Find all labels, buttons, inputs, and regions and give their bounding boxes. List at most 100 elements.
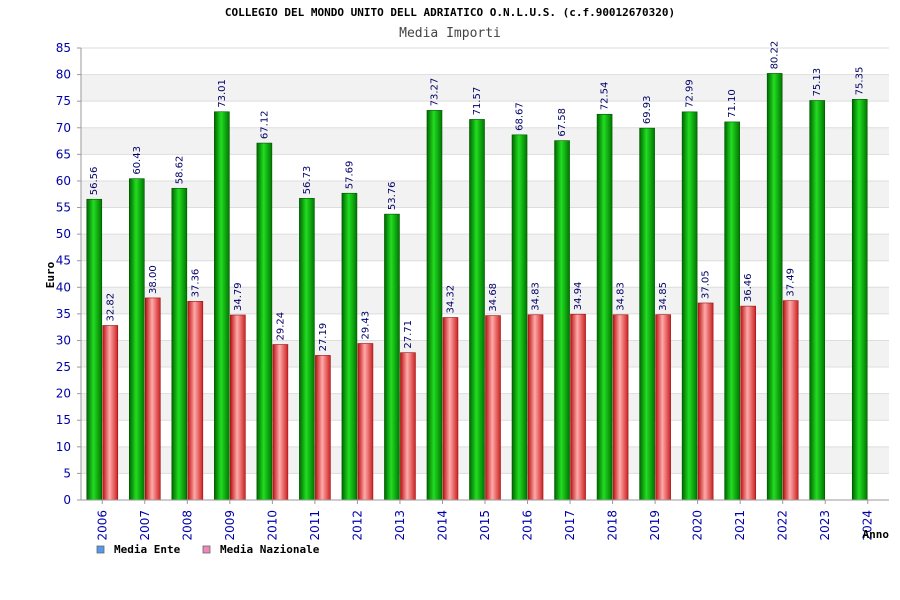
- x-tick-label: 2014: [435, 510, 449, 541]
- legend: Media Ente Media Nazionale: [96, 543, 320, 556]
- data-label: 58.62: [174, 156, 185, 185]
- x-tick-label: 2013: [393, 510, 407, 541]
- bar-media-nazionale: [655, 314, 671, 501]
- bar-media-nazionale: [357, 343, 374, 501]
- y-tick-label: 25: [56, 360, 71, 374]
- x-tick-label: 2018: [606, 510, 620, 541]
- data-label: 57.69: [344, 161, 355, 190]
- bar-media-ente: [128, 178, 145, 501]
- bar-media-nazionale: [230, 314, 246, 501]
- y-tick-label: 65: [56, 147, 71, 161]
- bar-media-nazionale: [697, 302, 714, 501]
- y-tick-label: 0: [63, 493, 71, 507]
- bar-media-nazionale: [782, 300, 799, 501]
- bar-media-nazionale: [485, 315, 501, 501]
- data-label: 71.10: [727, 89, 738, 118]
- bar-media-ente: [554, 140, 570, 501]
- data-label: 80.22: [770, 41, 781, 70]
- data-label: 27.19: [318, 323, 329, 352]
- bar-media-nazionale: [144, 297, 161, 501]
- y-tick-label: 5: [63, 466, 71, 480]
- bar-media-nazionale: [442, 317, 459, 501]
- legend-swatch-media-nazionale: [202, 545, 211, 554]
- x-tick-label: 2006: [95, 510, 109, 541]
- data-label: 71.57: [472, 87, 483, 116]
- bar-media-ente: [426, 110, 443, 501]
- data-label: 73.01: [217, 79, 228, 108]
- bar-media-nazionale: [272, 344, 289, 501]
- x-tick-label: 2007: [138, 510, 152, 541]
- bar-media-ente: [256, 142, 273, 501]
- data-label: 34.94: [573, 282, 584, 311]
- bar-media-ente: [299, 198, 315, 501]
- data-label: 68.67: [515, 102, 526, 131]
- data-label: 34.85: [658, 282, 669, 311]
- data-label: 69.93: [642, 95, 653, 124]
- y-tick-label: 35: [56, 307, 71, 321]
- x-tick-label: 2012: [350, 510, 364, 541]
- legend-label-media-ente: Media Ente: [114, 543, 181, 556]
- y-tick-label: 75: [56, 94, 71, 108]
- data-label: 34.68: [488, 283, 499, 312]
- bar-media-ente: [724, 121, 740, 501]
- x-axis-ticks: 2006 2007 2008 2009 2010 2011 2012 2013 2014 2015…: [95, 500, 875, 541]
- x-tick-label: 2023: [818, 510, 832, 541]
- data-label: 53.76: [387, 181, 398, 210]
- data-label: 27.71: [403, 320, 414, 349]
- x-tick-label: 2024: [861, 510, 875, 541]
- bar-media-ente: [851, 99, 868, 501]
- x-tick-label: 2010: [265, 510, 279, 541]
- x-tick-label: 2017: [563, 510, 577, 541]
- data-labels: 56.56 32.82 60.43 38.00 58.62 37.36 73.01 34.79…: [89, 41, 865, 352]
- y-axis-label: Euro: [44, 261, 57, 288]
- x-tick-label: 2016: [521, 510, 535, 541]
- bar-media-ente: [384, 213, 400, 501]
- bar-media-nazionale: [400, 352, 416, 501]
- bar-media-nazionale: [570, 313, 586, 501]
- legend-label-media-nazionale: Media Nazionale: [220, 543, 320, 556]
- data-label: 36.46: [743, 273, 754, 302]
- x-tick-label: 2022: [776, 510, 790, 541]
- y-tick-label: 85: [56, 41, 71, 55]
- data-label: 37.05: [701, 270, 712, 299]
- legend-swatch-media-ente: [96, 545, 105, 554]
- x-tick-label: 2009: [223, 510, 237, 541]
- data-label: 73.27: [429, 78, 440, 107]
- data-label: 67.58: [557, 108, 568, 137]
- bar-media-ente: [341, 192, 358, 501]
- bar-media-ente: [469, 119, 485, 501]
- data-label: 34.83: [531, 282, 542, 311]
- x-axis-label: Anno: [863, 528, 890, 541]
- y-tick-label: 10: [56, 440, 71, 454]
- bar-media-ente: [681, 111, 698, 501]
- data-label: 75.35: [855, 67, 866, 96]
- y-axis-ticks: 0 5 10 15 20 25 30 35 40 45 50 55 60 65 70 75 80 85: [56, 41, 81, 507]
- bar-media-ente: [809, 100, 826, 501]
- bar-media-ente: [214, 111, 230, 501]
- bar-media-nazionale: [612, 314, 629, 501]
- data-label: 67.12: [259, 110, 270, 139]
- y-tick-label: 60: [56, 174, 71, 188]
- bar-media-nazionale: [740, 305, 756, 501]
- chart-subtitle: Media Importi: [399, 26, 501, 41]
- data-label: 72.54: [600, 82, 611, 111]
- bar-media-ente: [639, 127, 655, 501]
- bar-media-nazionale: [315, 355, 331, 501]
- x-tick-label: 2011: [308, 510, 322, 541]
- bar-media-ente: [766, 73, 783, 501]
- data-label: 34.83: [616, 282, 627, 311]
- y-tick-label: 30: [56, 333, 71, 347]
- y-tick-label: 70: [56, 121, 71, 135]
- x-tick-label: 2020: [691, 510, 705, 541]
- chart-title: COLLEGIO DEL MONDO UNITO DELL ADRIATICO …: [225, 6, 675, 19]
- x-tick-label: 2021: [733, 510, 747, 541]
- data-label: 56.73: [302, 166, 313, 195]
- x-tick-label: 2008: [180, 510, 194, 541]
- y-tick-label: 50: [56, 227, 71, 241]
- data-label: 56.56: [89, 167, 100, 196]
- data-label: 72.99: [685, 79, 696, 108]
- bar-media-nazionale: [102, 325, 119, 501]
- y-tick-label: 15: [56, 413, 71, 427]
- x-tick-label: 2019: [648, 510, 662, 541]
